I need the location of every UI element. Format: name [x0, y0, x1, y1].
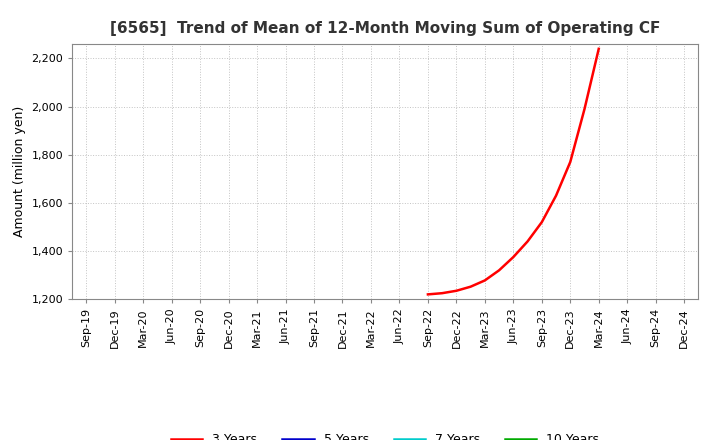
3 Years: [452, 288, 461, 293]
Legend: 3 Years, 5 Years, 7 Years, 10 Years: 3 Years, 5 Years, 7 Years, 10 Years: [166, 428, 604, 440]
3 Years: [509, 254, 518, 260]
Y-axis label: Amount (million yen): Amount (million yen): [13, 106, 26, 237]
3 Years: [595, 46, 603, 51]
3 Years: [495, 268, 503, 273]
3 Years: [552, 193, 560, 198]
3 Years: [467, 284, 475, 290]
3 Years: [423, 292, 432, 297]
Title: [6565]  Trend of Mean of 12-Month Moving Sum of Operating CF: [6565] Trend of Mean of 12-Month Moving …: [110, 21, 660, 36]
Line: 3 Years: 3 Years: [428, 49, 599, 294]
3 Years: [523, 239, 532, 244]
3 Years: [566, 159, 575, 165]
3 Years: [438, 290, 446, 296]
3 Years: [480, 278, 489, 283]
3 Years: [580, 106, 589, 112]
3 Years: [537, 220, 546, 225]
